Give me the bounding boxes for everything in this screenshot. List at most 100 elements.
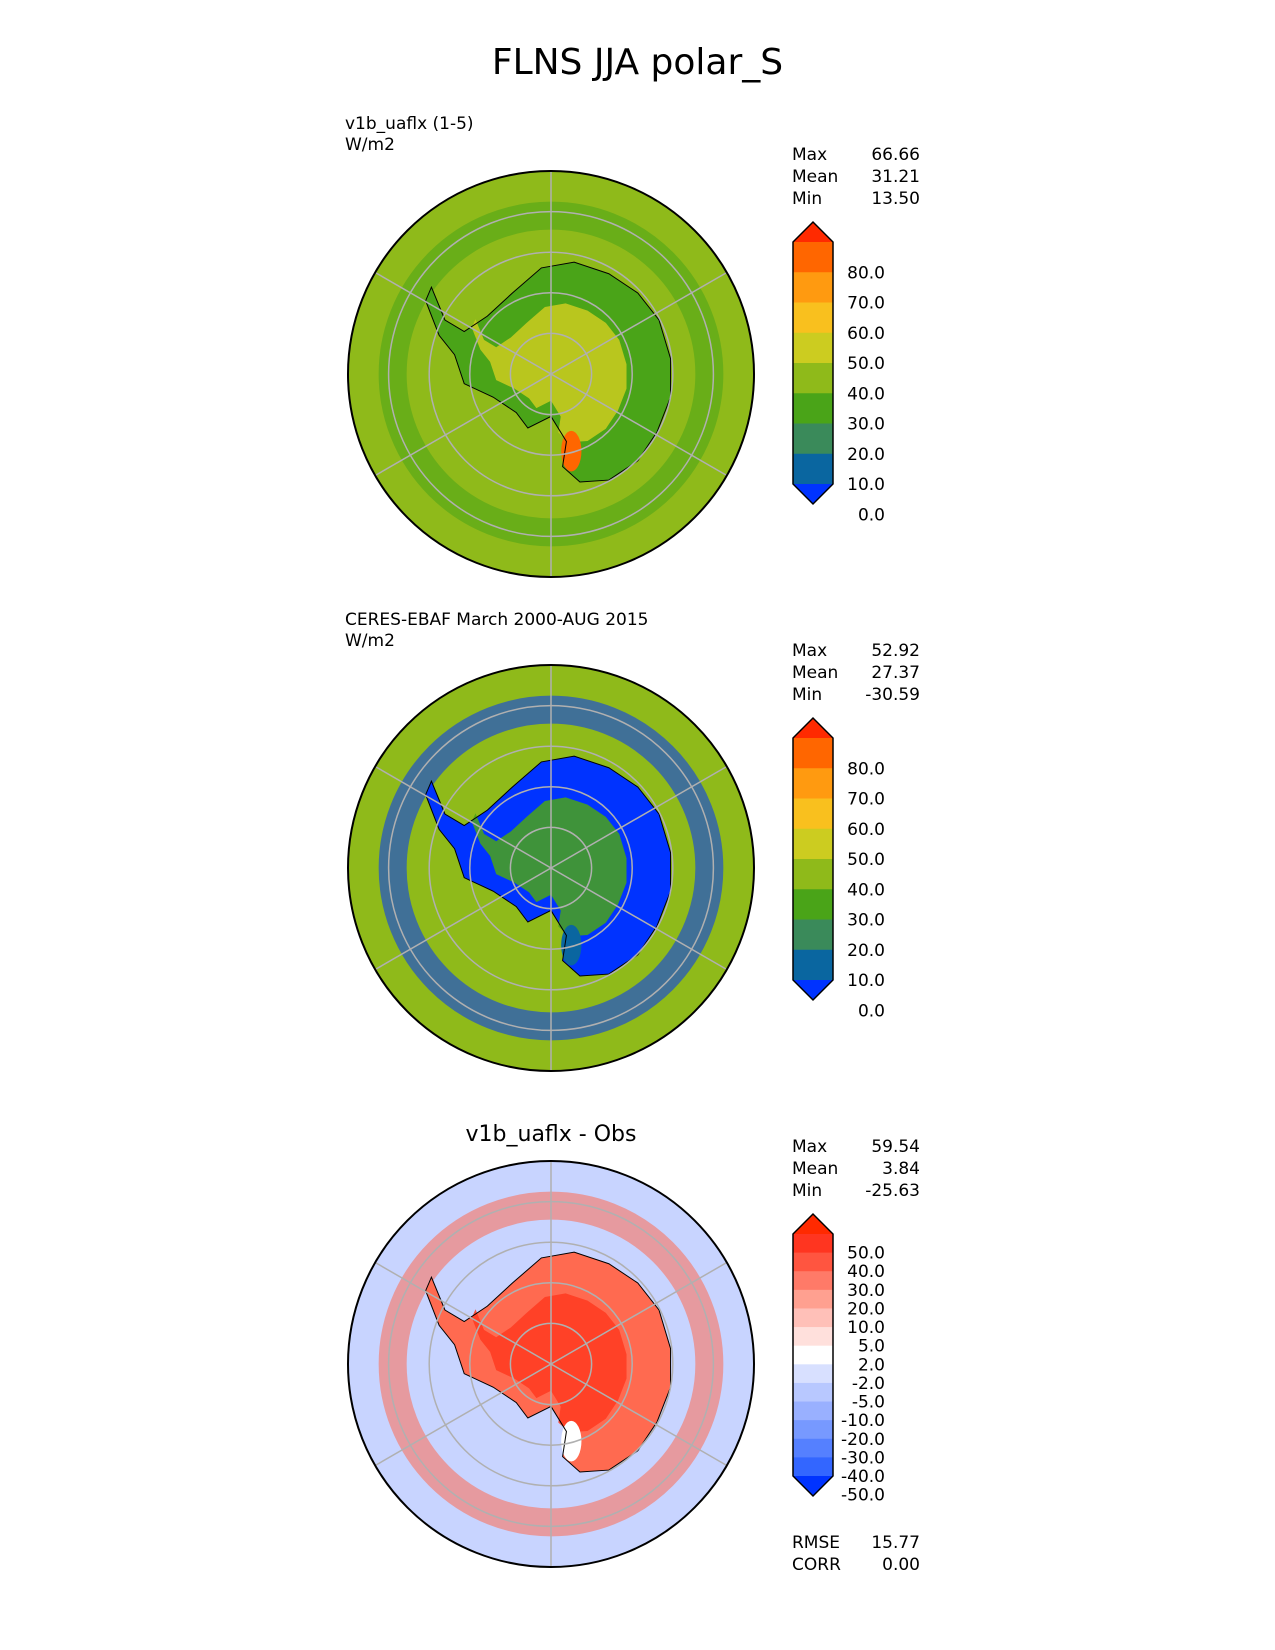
colorbar-tick-label: 0.0	[858, 1001, 885, 1021]
colorbar-extension-top	[793, 1214, 833, 1234]
panel-units: W/m2	[345, 631, 395, 651]
colorbar-tick-label: -5.0	[852, 1393, 885, 1413]
stat-value-mean: 3.84	[882, 1159, 920, 1179]
longitude-gridline	[374, 765, 552, 869]
longitude-gridline	[374, 373, 552, 477]
colorbar-tick-label: -2.0	[852, 1374, 885, 1394]
colorbar-tick-label: 50.0	[847, 354, 885, 374]
stat-value-max: 59.54	[871, 1137, 920, 1157]
longitude-gridline	[550, 271, 728, 375]
map-field	[348, 171, 754, 577]
colorbar-segment	[793, 1271, 833, 1291]
colorbar-tick-label: -10.0	[841, 1411, 885, 1431]
colorbar-tick-label: -40.0	[841, 1467, 885, 1487]
longitude-gridline	[550, 1261, 728, 1365]
stat-label: Max	[792, 641, 828, 661]
colorbar-tick-label: 20.0	[847, 1299, 885, 1319]
colorbar-segment	[793, 889, 833, 920]
colorbar-segment	[793, 919, 833, 951]
colorbar-tick-label: -20.0	[841, 1430, 885, 1450]
colorbar-tick-label: -50.0	[841, 1486, 885, 1506]
colorbar-segment	[793, 798, 833, 830]
panel-title-obs: CERES-EBAF March 2000-AUG 2015 W/m2	[345, 610, 648, 652]
stat-label: Mean	[792, 663, 839, 683]
map-boundary	[347, 170, 755, 578]
coastline	[425, 1251, 672, 1473]
coastline	[425, 755, 672, 977]
map-boundary	[347, 664, 755, 1072]
colorbar-segment	[793, 302, 833, 334]
colorbar-segment	[793, 363, 833, 394]
colorbar-segment	[793, 1234, 833, 1254]
panel-title-test: v1b_uaflx (1-5) W/m2	[345, 114, 474, 156]
longitude-gridline	[550, 765, 728, 869]
stat-label: Mean	[792, 167, 839, 187]
colorbar-obs: 80.0 70.0 60.0 50.0 40.0 30.0 20.0 10.0 0.0	[792, 716, 885, 1021]
colorbar-segment	[793, 242, 833, 273]
colorbar-outline	[792, 1212, 834, 1498]
polar-map-diff	[347, 1160, 755, 1568]
colorbar-outline	[792, 716, 834, 1002]
colorbar-tick-label: 80.0	[847, 759, 885, 779]
colorbar-extension-bottom	[793, 1476, 833, 1496]
colorbar-tick-label: 10.0	[847, 1318, 885, 1338]
colorbar-segment	[793, 828, 833, 860]
longitude-gridline	[374, 1261, 552, 1365]
colorbar-tick-label: 40.0	[847, 1262, 885, 1282]
map-boundary	[347, 1160, 755, 1568]
stat-value-max: 66.66	[871, 145, 920, 165]
panel-title-line: v1b_uaflx (1-5)	[345, 114, 474, 134]
colorbar-tick-label: 30.0	[847, 1281, 885, 1301]
stat-label: Min	[792, 685, 823, 705]
colorbar-tick-label: 70.0	[847, 294, 885, 314]
stat-value-min: -25.63	[865, 1181, 920, 1201]
stat-label: Mean	[792, 1159, 839, 1179]
longitude-gridline	[374, 1363, 552, 1467]
colorbar-segment	[793, 1364, 833, 1384]
stat-label: Max	[792, 1137, 828, 1157]
map-field	[348, 665, 754, 1071]
colorbar-segment	[793, 1345, 833, 1365]
panel-title-line: CERES-EBAF March 2000-AUG 2015	[345, 610, 649, 630]
stat-value-min: 13.50	[871, 189, 920, 209]
colorbar-segment	[793, 1382, 833, 1403]
colorbar-tick-label: 80.0	[847, 263, 885, 283]
colorbar-segment	[793, 423, 833, 455]
colorbar-segment	[793, 1420, 833, 1440]
colorbar-extension-bottom	[793, 980, 833, 1000]
stat-value-mean: 27.37	[871, 663, 920, 683]
colorbar-segment	[793, 393, 833, 424]
colorbar-segment	[793, 1308, 833, 1328]
colorbar-segment	[793, 1457, 833, 1477]
colorbar-extension-top	[793, 222, 833, 242]
colorbar-segment	[793, 332, 833, 364]
polar-map-test	[347, 170, 755, 578]
colorbar-tick-label: 30.0	[847, 415, 885, 435]
stat-value-mean: 31.21	[871, 167, 920, 187]
colorbar-tick-label: 30.0	[847, 911, 885, 931]
colorbar-outline	[792, 220, 834, 506]
colorbar-segment	[793, 1327, 833, 1347]
polar-map-obs	[347, 664, 755, 1072]
stat-label: Min	[792, 189, 823, 209]
colorbar-tick-label: 60.0	[847, 324, 885, 344]
map-field	[348, 1161, 754, 1567]
longitude-gridline	[374, 867, 552, 971]
stat-label: Max	[792, 145, 828, 165]
colorbar-tick-label: 5.0	[858, 1337, 885, 1357]
colorbar-segment	[793, 453, 833, 485]
colorbar-tick-label: 0.0	[858, 505, 885, 525]
colorbar-tick-label: 40.0	[847, 880, 885, 900]
colorbar-segment	[793, 768, 833, 799]
colorbar-tick-label: 40.0	[847, 384, 885, 404]
longitude-gridline	[550, 373, 728, 477]
colorbar-tick-label: 10.0	[847, 475, 885, 495]
stat-value-corr: 0.00	[882, 1555, 920, 1575]
stats-box-obs: Max 52.92 Mean 27.37 Min -30.59	[792, 640, 920, 706]
figure-title: FLNS JJA polar_S	[491, 42, 784, 83]
colorbar-tick-label: 10.0	[847, 971, 885, 991]
colorbar-test: 80.0 70.0 60.0 50.0 40.0 30.0 20.0 10.0 0.0	[792, 220, 885, 525]
footer-stats-diff: RMSE 15.77 CORR 0.00	[792, 1532, 920, 1576]
colorbar-segment	[793, 1438, 833, 1458]
coastline	[425, 261, 672, 483]
